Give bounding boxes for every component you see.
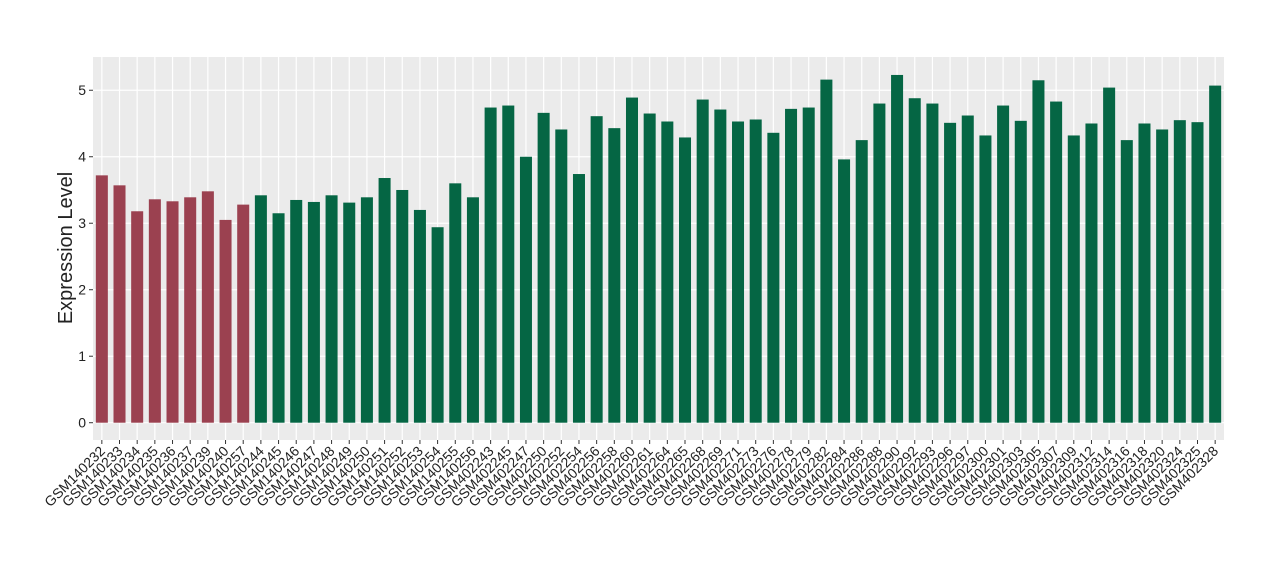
- bar: [272, 213, 285, 423]
- bar: [290, 199, 303, 423]
- y-tick-label: 1: [78, 348, 86, 364]
- bar: [1032, 80, 1045, 423]
- bar: [696, 99, 709, 423]
- bar: [643, 113, 656, 423]
- y-tick-label: 5: [78, 82, 86, 98]
- bar: [325, 195, 338, 423]
- bar: [307, 201, 320, 423]
- bar: [820, 79, 833, 423]
- bar: [714, 109, 727, 423]
- bar: [343, 202, 356, 423]
- bar: [166, 201, 179, 423]
- bar: [1103, 87, 1116, 423]
- bar: [449, 183, 462, 423]
- bar: [502, 105, 515, 423]
- bar: [979, 135, 992, 423]
- bar: [466, 197, 479, 423]
- bar: [855, 140, 868, 423]
- bar: [555, 129, 568, 423]
- y-tick-label: 0: [78, 415, 86, 431]
- bar: [1156, 129, 1169, 423]
- bar: [625, 97, 639, 423]
- y-tick-label: 4: [78, 149, 86, 165]
- bar: [1067, 135, 1080, 423]
- bar: [148, 199, 161, 423]
- bar: [484, 107, 497, 423]
- bar: [732, 121, 745, 423]
- bar: [1173, 120, 1186, 423]
- y-tick-label: 2: [78, 282, 86, 298]
- bar: [944, 122, 957, 423]
- bar: [431, 227, 444, 423]
- bar: [572, 174, 585, 423]
- bar: [254, 195, 267, 423]
- y-axis-label: Expression Level: [55, 172, 77, 324]
- bar: [201, 191, 214, 423]
- bar: [131, 211, 144, 423]
- bar: [838, 159, 851, 423]
- bar: [1014, 120, 1027, 423]
- y-tick-label: 3: [78, 215, 86, 231]
- bar: [95, 175, 108, 423]
- bar: [873, 103, 886, 423]
- bar: [608, 128, 621, 423]
- bar: [360, 197, 373, 423]
- bar: [785, 108, 798, 423]
- bar: [767, 132, 780, 423]
- bar: [396, 189, 409, 423]
- bar: [1209, 85, 1222, 423]
- bar: [661, 121, 674, 423]
- bar: [802, 107, 815, 423]
- bar: [1191, 122, 1204, 423]
- bar: [237, 204, 250, 423]
- bar: [590, 116, 603, 423]
- bar: [113, 185, 126, 423]
- bar: [378, 178, 391, 423]
- bar: [184, 197, 197, 423]
- bar: [1050, 101, 1063, 423]
- bar: [1085, 123, 1098, 423]
- bar: [219, 219, 232, 423]
- bar: [519, 156, 532, 423]
- bar: [749, 119, 762, 423]
- bar: [961, 115, 974, 423]
- bar: [1138, 123, 1151, 423]
- bar: [1120, 140, 1133, 423]
- bar: [678, 137, 692, 423]
- bar: [413, 209, 426, 423]
- bar: [997, 105, 1010, 423]
- bar: [926, 103, 939, 423]
- bar: [891, 74, 904, 423]
- bar: [908, 98, 921, 423]
- bar: [537, 112, 550, 423]
